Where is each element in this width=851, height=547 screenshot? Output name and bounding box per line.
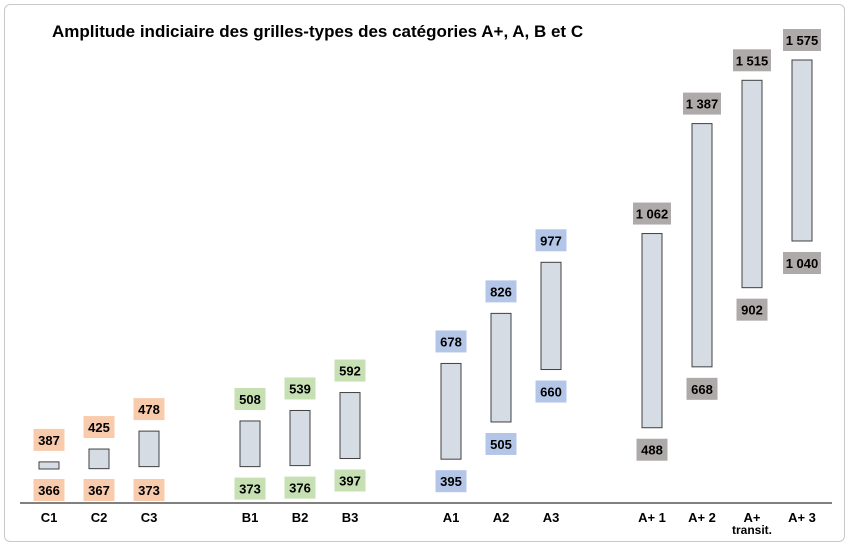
max-label-b2: 539 [289,381,311,396]
range-bar-a2 [490,312,512,423]
max-label-aplus-2-bg [683,92,721,115]
max-label-a1-bg [435,330,467,353]
min-label-a3-bg [535,380,567,403]
max-label-aplus-1: 1 062 [636,207,669,222]
max-label-b1-bg [234,387,266,410]
max-label-c3-bg [133,398,165,421]
category-label-a1: A1 [443,510,460,525]
range-bar-c3 [138,430,160,468]
range-bar-a1 [440,362,462,460]
min-label-c3-bg [133,479,165,501]
category-label-c3: C3 [141,510,158,525]
min-label-b1: 373 [239,482,261,497]
category-label-aplus-3: A+ 3 [788,510,816,525]
max-label-c2-bg [83,416,115,439]
chart-title: Amplitude indiciaire des grilles-types d… [52,22,584,41]
range-bar-b3 [339,392,361,460]
max-label-aplus-transit-bg [733,49,771,72]
max-label-b3-bg [334,359,366,382]
max-label-aplus-1-bg [633,202,671,225]
max-label-b1: 508 [239,392,261,407]
min-label-b2-bg [284,476,316,499]
range-bar-c1 [38,461,60,470]
min-label-aplus-transit: 902 [741,303,763,318]
range-bar-b1 [239,420,261,468]
min-label-aplus-1: 488 [641,443,663,458]
min-label-aplus-1-bg [636,438,668,461]
category-label-b3: B3 [342,510,359,525]
max-label-b2-bg [284,377,316,400]
max-label-c1-bg [33,428,65,451]
min-label-aplus-2: 668 [691,382,713,397]
max-label-c1: 387 [38,433,60,448]
min-label-b1-bg [234,477,266,500]
range-bar-aplus-3 [791,59,813,242]
category-label-c2: C2 [91,510,108,525]
min-label-aplus-2-bg [686,377,718,400]
max-label-a3: 977 [540,233,562,248]
min-label-a2-bg [485,432,517,455]
range-bar-aplus-transit [741,79,763,289]
category-label-c1: C1 [41,510,58,525]
range-bar-aplus-2 [691,123,713,368]
category-label-a2: A2 [493,510,510,525]
min-label-b3-bg [334,469,366,492]
min-label-b3: 397 [339,474,361,489]
max-label-b3: 592 [339,364,361,379]
max-label-a2: 826 [490,284,512,299]
max-label-aplus-2: 1 387 [686,97,719,112]
min-label-c3: 373 [138,483,160,498]
min-label-c2: 367 [88,483,110,498]
range-bar-a3 [540,261,562,371]
max-label-aplus-transit: 1 515 [736,53,769,68]
min-label-c2-bg [83,479,115,501]
category-label-b1: B1 [242,510,259,525]
category-label-aplus-1: A+ 1 [638,510,666,525]
max-label-a3-bg [535,229,567,252]
max-label-c2: 425 [88,420,110,435]
min-label-aplus-3-bg [783,251,821,274]
min-label-a2: 505 [490,437,512,452]
min-label-a3: 660 [540,385,562,400]
max-label-a2-bg [485,280,517,303]
min-label-a1: 395 [440,474,462,489]
min-label-c1-bg [33,479,65,501]
min-label-b2: 376 [289,481,311,496]
range-bar-aplus-1 [641,233,663,429]
range-bar-b2 [289,409,311,467]
min-label-a1-bg [435,470,467,493]
max-label-a1: 678 [440,334,462,349]
category-label-aplus-2: A+ 2 [688,510,716,525]
min-label-aplus-transit-bg [736,298,768,321]
min-label-c1: 366 [38,483,60,498]
min-label-aplus-3: 1 040 [786,256,819,271]
max-label-aplus-3: 1 575 [786,33,819,48]
category-label-a3: A3 [543,510,560,525]
max-label-aplus-3-bg [783,29,821,51]
category-label-aplus-transit: A+ [744,510,761,525]
category-label-b2: B2 [292,510,309,525]
category-label-aplus-transit-line2: transit. [732,523,772,537]
max-label-c3: 478 [138,402,160,417]
range-bar-c2 [88,448,110,470]
